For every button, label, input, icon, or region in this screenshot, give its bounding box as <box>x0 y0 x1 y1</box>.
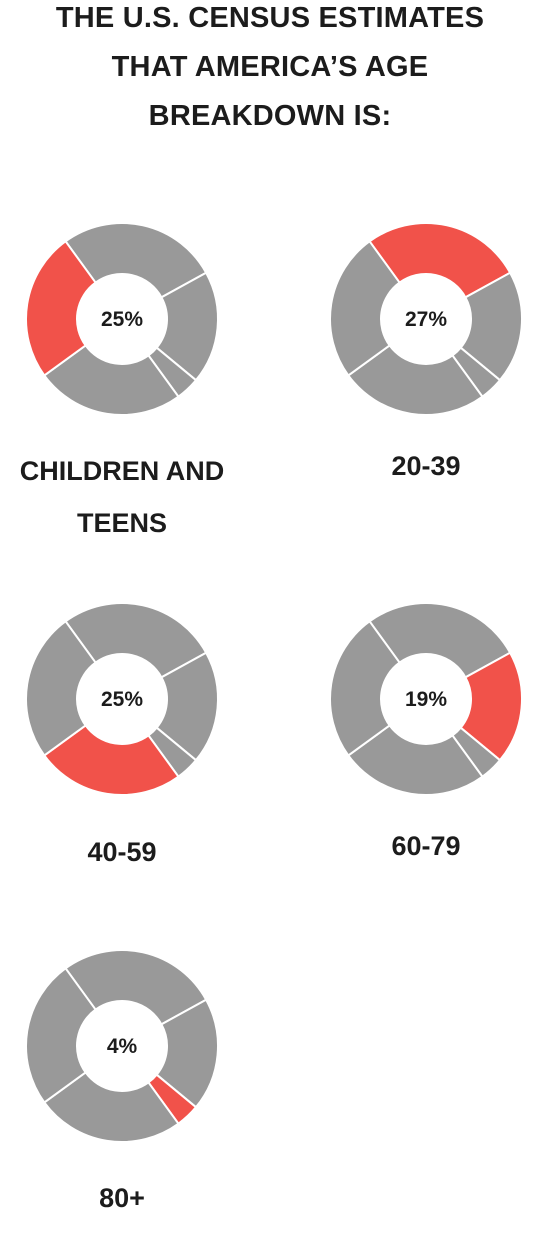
slice <box>64 602 208 679</box>
title-line-2: THAT AMERICA’S AGE <box>111 51 429 83</box>
title-line-3: BREAKDOWN IS: <box>148 100 392 132</box>
highlight-slice <box>42 724 180 796</box>
percent-label: 27% <box>405 308 447 331</box>
highlight-slice <box>459 651 523 762</box>
percent-label: 25% <box>101 308 143 331</box>
slice <box>64 222 208 299</box>
percent-label: 4% <box>107 1035 138 1058</box>
chart-title: THE U.S. CENSUS ESTIMATES THAT AMERICA’S… <box>0 0 540 141</box>
slice <box>329 239 401 377</box>
donut-svg: 19% <box>329 602 523 796</box>
slice <box>155 651 219 762</box>
category-label-60-79: 60-79 <box>391 831 461 861</box>
slice <box>42 344 180 416</box>
slice <box>25 966 97 1104</box>
slice <box>42 1071 180 1143</box>
slice <box>329 619 401 757</box>
percent-label: 25% <box>101 688 143 711</box>
donut-20-39: 27% <box>329 222 523 416</box>
category-label-20-39: 20-39 <box>391 451 461 481</box>
donut-svg: 4% <box>25 949 219 1143</box>
slice <box>459 271 523 382</box>
donut-svg: 27% <box>329 222 523 416</box>
highlight-slice <box>368 222 512 299</box>
category-label-children-and-teens: CHILDREN AND TEENS <box>19 456 225 538</box>
slice <box>368 602 512 679</box>
donut-40-59: 25% <box>25 602 219 796</box>
slice <box>155 998 219 1109</box>
slice <box>25 619 97 757</box>
donut-svg: 25% <box>25 602 219 796</box>
donut-80-plus: 4% <box>25 949 219 1143</box>
highlight-slice <box>25 239 97 377</box>
slice <box>346 724 484 796</box>
donut-children-and-teens: 25% <box>25 222 219 416</box>
slice <box>64 949 208 1026</box>
slice <box>346 344 484 416</box>
donut-svg: 25% <box>25 222 219 416</box>
percent-label: 19% <box>405 688 447 711</box>
donut-60-79: 19% <box>329 602 523 796</box>
title-line-1: THE U.S. CENSUS ESTIMATES <box>55 2 485 34</box>
category-label-80-plus: 80+ <box>99 1183 145 1213</box>
slice <box>155 271 219 382</box>
category-label-40-59: 40-59 <box>87 837 157 867</box>
